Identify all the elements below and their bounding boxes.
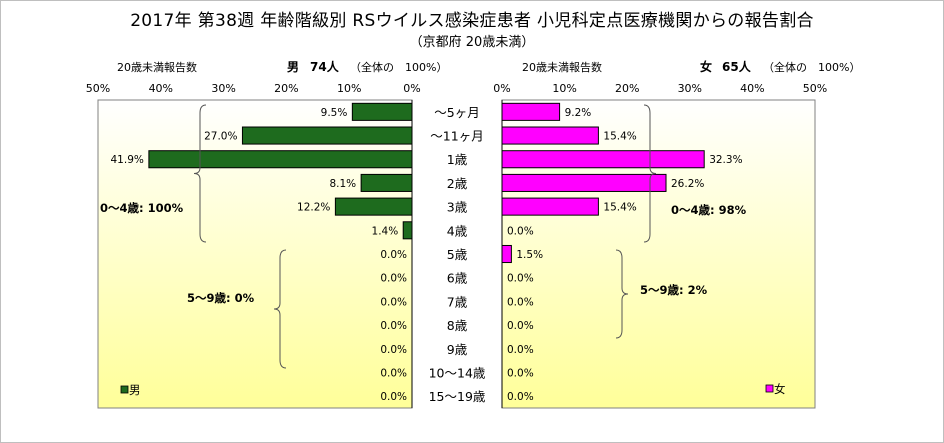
female-value-label: 1.5% — [516, 249, 543, 261]
male-5-9-annotation: 5〜9歳: 0% — [187, 291, 255, 305]
female-value-label: 0.0% — [507, 344, 534, 356]
female-sex-label: 女 — [700, 60, 713, 74]
female-count-label: 20歳未満報告数 — [522, 61, 602, 74]
female-bar — [501, 173, 667, 192]
male-x-tick: 30% — [211, 82, 235, 95]
female-bar — [501, 197, 599, 216]
female-bar — [501, 244, 512, 264]
female-x-tick: 10% — [552, 82, 576, 95]
female-count: 65人 — [722, 60, 751, 74]
male-x-tick: 40% — [149, 82, 173, 95]
female-legend-label: 女 — [774, 382, 786, 396]
male-value-label: 0.0% — [380, 344, 407, 356]
age-category-label: 8歳 — [447, 318, 468, 333]
female-value-label: 15.4% — [603, 202, 636, 214]
age-category-label: 10〜14歳 — [429, 365, 486, 380]
chart-title: 2017年 第38週 年齢階級別 RSウイルス感染症患者 小児科定点医療機関から… — [130, 11, 814, 31]
female-x-tick: 50% — [803, 82, 827, 95]
male-legend-label: 男 — [129, 383, 141, 397]
male-bar — [148, 150, 413, 169]
male-count: 74人 — [310, 60, 339, 74]
age-category-label: 6歳 — [447, 271, 468, 286]
male-value-label: 27.0% — [204, 131, 237, 143]
male-bar — [360, 173, 413, 192]
female-value-label: 0.0% — [507, 273, 534, 285]
male-value-label: 8.1% — [329, 178, 356, 190]
male-value-label: 0.0% — [380, 320, 407, 332]
female-plot-area — [501, 99, 816, 409]
age-category-label: 9歳 — [447, 342, 468, 357]
age-category-label: 1歳 — [447, 152, 468, 167]
female-value-label: 32.3% — [709, 154, 742, 166]
female-0-4-bracket — [643, 104, 657, 243]
male-value-label: 0.0% — [380, 249, 407, 261]
female-total: （全体の 100%） — [763, 61, 861, 74]
male-x-tick: 0% — [403, 82, 420, 95]
female-5-9-bracket — [615, 249, 629, 339]
female-value-label: 0.0% — [507, 391, 534, 403]
male-value-label: 12.2% — [297, 202, 330, 214]
male-value-label: 0.0% — [380, 273, 407, 285]
female-value-label: 0.0% — [507, 320, 534, 332]
male-value-label: 0.0% — [380, 391, 407, 403]
male-bar — [334, 197, 413, 216]
male-value-label: 9.5% — [321, 107, 348, 119]
male-bar — [241, 126, 413, 145]
female-5-9-annotation: 5〜9歳: 2% — [640, 283, 708, 297]
female-x-tick: 20% — [615, 82, 639, 95]
age-category-label: 4歳 — [447, 223, 468, 238]
male-bar — [402, 221, 413, 240]
male-0-4-annotation: 0〜4歳: 100% — [100, 201, 184, 215]
female-0-4-annotation: 0〜4歳: 98% — [671, 203, 747, 217]
female-value-label: 26.2% — [671, 178, 704, 190]
male-plot-area — [97, 99, 413, 409]
male-count-label: 20歳未満報告数 — [117, 61, 197, 74]
male-0-4-bracket — [193, 104, 207, 243]
female-x-tick: 30% — [678, 82, 702, 95]
female-value-label: 0.0% — [507, 367, 534, 379]
female-bar — [501, 150, 705, 169]
male-sex-label: 男 — [287, 60, 300, 74]
male-total: （全体の 100%） — [350, 61, 448, 74]
female-bar — [501, 126, 599, 145]
female-value-label: 9.2% — [565, 107, 592, 119]
female-x-tick: 40% — [740, 82, 764, 95]
age-category-label: 2歳 — [447, 176, 468, 191]
female-legend-swatch — [765, 384, 774, 393]
female-value-label: 0.0% — [507, 225, 534, 237]
female-bar — [501, 102, 561, 121]
female-x-tick: 0% — [493, 82, 510, 95]
male-5-9-bracket — [273, 249, 287, 369]
male-x-tick: 50% — [86, 82, 110, 95]
age-category-label: 〜11ヶ月 — [430, 129, 483, 144]
female-value-label: 15.4% — [603, 131, 636, 143]
male-value-label: 1.4% — [372, 225, 399, 237]
male-x-tick: 20% — [274, 82, 298, 95]
age-category-label: 3歳 — [447, 200, 468, 215]
female-value-label: 0.0% — [507, 296, 534, 308]
chart-subtitle: （京都府 20歳未満） — [409, 35, 535, 50]
age-category-label: 5歳 — [447, 247, 468, 262]
male-legend-swatch — [120, 385, 129, 394]
male-bar — [351, 102, 413, 121]
male-value-label: 41.9% — [111, 154, 144, 166]
male-value-label: 0.0% — [380, 367, 407, 379]
male-value-label: 0.0% — [380, 296, 407, 308]
male-x-tick: 10% — [337, 82, 361, 95]
age-category-label: 〜5ヶ月 — [434, 105, 479, 120]
age-category-label: 15〜19歳 — [429, 389, 486, 404]
age-category-label: 7歳 — [447, 294, 468, 309]
